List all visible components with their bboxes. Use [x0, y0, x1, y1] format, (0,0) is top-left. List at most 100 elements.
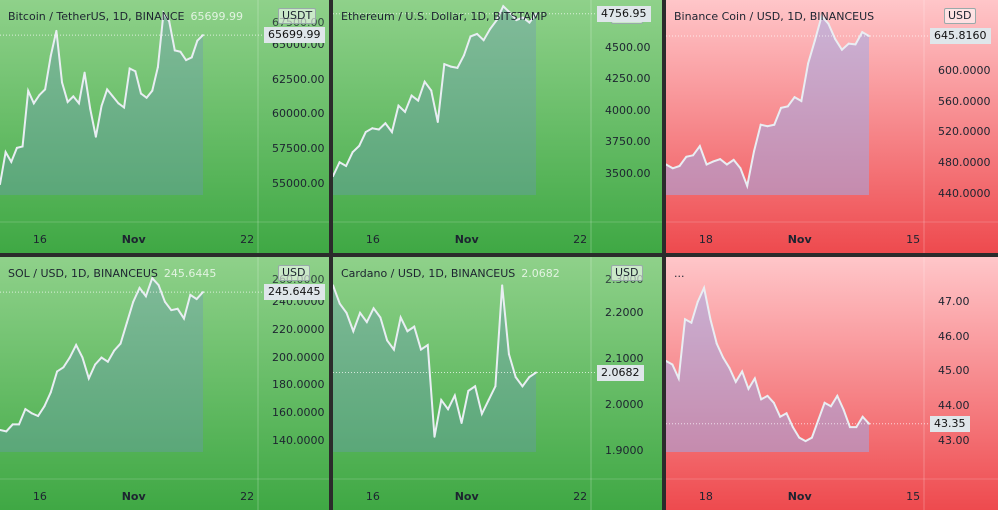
data-point — [752, 150, 755, 153]
x-tick-label: 16 — [365, 233, 380, 246]
y-tick-label: 4000.00 — [605, 103, 651, 117]
data-point — [469, 35, 472, 38]
data-point — [482, 39, 485, 42]
data-point — [703, 286, 706, 289]
data-point — [696, 300, 699, 303]
y-tick-label: 43.00 — [938, 434, 970, 448]
chart-panel[interactable]: 1.90002.00002.10002.20002.300016Nov22Car… — [333, 257, 662, 510]
data-point — [677, 377, 680, 380]
data-point — [433, 435, 436, 438]
data-point — [854, 43, 857, 46]
data-point — [145, 96, 148, 99]
currency-badge[interactable]: USD — [278, 265, 310, 281]
y-tick-label: 600.0000 — [938, 64, 991, 78]
data-point — [810, 436, 813, 439]
currency-badge[interactable]: USD — [944, 8, 976, 24]
currency-badge[interactable]: USDT — [278, 8, 317, 24]
y-tick-label: 55000.00 — [272, 177, 325, 191]
data-point — [106, 360, 109, 363]
currency-badge[interactable]: USD — [611, 265, 643, 281]
y-tick-label: 57500.00 — [272, 142, 325, 156]
data-point — [128, 67, 131, 70]
x-tick-label: 15 — [906, 490, 921, 503]
data-point — [119, 342, 122, 345]
data-point — [377, 128, 380, 131]
data-point — [410, 94, 413, 97]
data-point — [528, 21, 531, 24]
data-point — [397, 104, 400, 107]
data-point — [123, 106, 126, 109]
x-tick-label: 22 — [240, 490, 255, 503]
data-point — [813, 39, 816, 42]
data-point — [798, 436, 801, 439]
data-point — [30, 412, 33, 415]
data-point — [786, 105, 789, 108]
data-point — [827, 22, 830, 25]
data-point — [514, 376, 517, 379]
data-point — [202, 34, 204, 37]
chart-panel[interactable]: 440.0000 480.0000 520.0000 560.0000 600.0000… — [666, 0, 998, 253]
data-point — [501, 284, 504, 287]
data-point — [430, 89, 433, 92]
area-fill — [333, 6, 536, 196]
data-point — [834, 38, 837, 41]
chart-panel[interactable]: 55000.00 57500.00 60000.00 62500.00 65000.00… — [0, 0, 329, 253]
x-tick-label: Nov — [121, 490, 146, 503]
data-point — [817, 419, 820, 422]
data-point — [83, 71, 86, 74]
data-point — [182, 317, 185, 320]
data-point — [836, 394, 839, 397]
data-point — [156, 66, 159, 69]
chart-panel[interactable]: 140.0000 160.0000 180.0000 200.0000 220.0000… — [0, 257, 329, 510]
x-tick-label: Nov — [121, 233, 146, 246]
chart-svg — [333, 0, 662, 253]
chart-title-text: ... — [674, 267, 685, 280]
x-tick-label: 16 — [32, 490, 47, 503]
data-point — [692, 154, 695, 157]
data-point — [719, 158, 722, 161]
data-point — [747, 387, 750, 390]
x-tick-label: 16 — [32, 233, 47, 246]
data-point — [81, 356, 84, 359]
data-point — [671, 167, 674, 170]
y-tick-label: 3750.00 — [605, 135, 651, 149]
data-point — [709, 318, 712, 321]
data-point — [72, 95, 75, 98]
data-point — [495, 19, 498, 22]
chart-title-text: SOL / USD, 1D, BINANCEUS — [8, 267, 158, 280]
data-point — [364, 131, 367, 134]
data-point — [508, 11, 511, 14]
data-point — [134, 70, 137, 73]
data-point — [739, 167, 742, 170]
chart-panel[interactable]: 3500.00 3750.00 4000.00 4250.00 4500.00 16 Nov… — [333, 0, 662, 253]
y-tick-label: 2.1000 — [605, 351, 644, 365]
data-point — [24, 408, 27, 411]
data-point — [406, 330, 409, 333]
data-point — [861, 415, 864, 418]
x-tick-label: Nov — [787, 233, 812, 246]
chart-panel[interactable]: 43.00 44.00 45.00 46.00 47.00 18 Nov 15... 43.35 — [666, 257, 998, 510]
x-tick-label: Nov — [454, 233, 479, 246]
chart-svg — [666, 0, 998, 253]
data-point — [521, 385, 524, 388]
data-point — [345, 311, 348, 314]
y-tick-label: 180.0000 — [272, 378, 325, 392]
data-point — [351, 151, 354, 154]
y-tick-label: 560.0000 — [938, 94, 991, 108]
data-point — [842, 408, 845, 411]
data-point — [113, 349, 116, 352]
data-point — [106, 88, 109, 91]
data-point — [38, 93, 41, 96]
data-point — [170, 309, 173, 312]
data-point — [453, 394, 456, 397]
data-point — [333, 284, 334, 287]
data-point — [359, 311, 362, 314]
x-tick-label: Nov — [787, 490, 812, 503]
x-tick-label: 22 — [240, 233, 255, 246]
data-point — [44, 88, 47, 91]
data-point — [117, 102, 120, 105]
data-point — [462, 54, 465, 57]
data-point — [436, 120, 439, 123]
data-point — [476, 32, 479, 35]
data-point — [728, 366, 731, 369]
